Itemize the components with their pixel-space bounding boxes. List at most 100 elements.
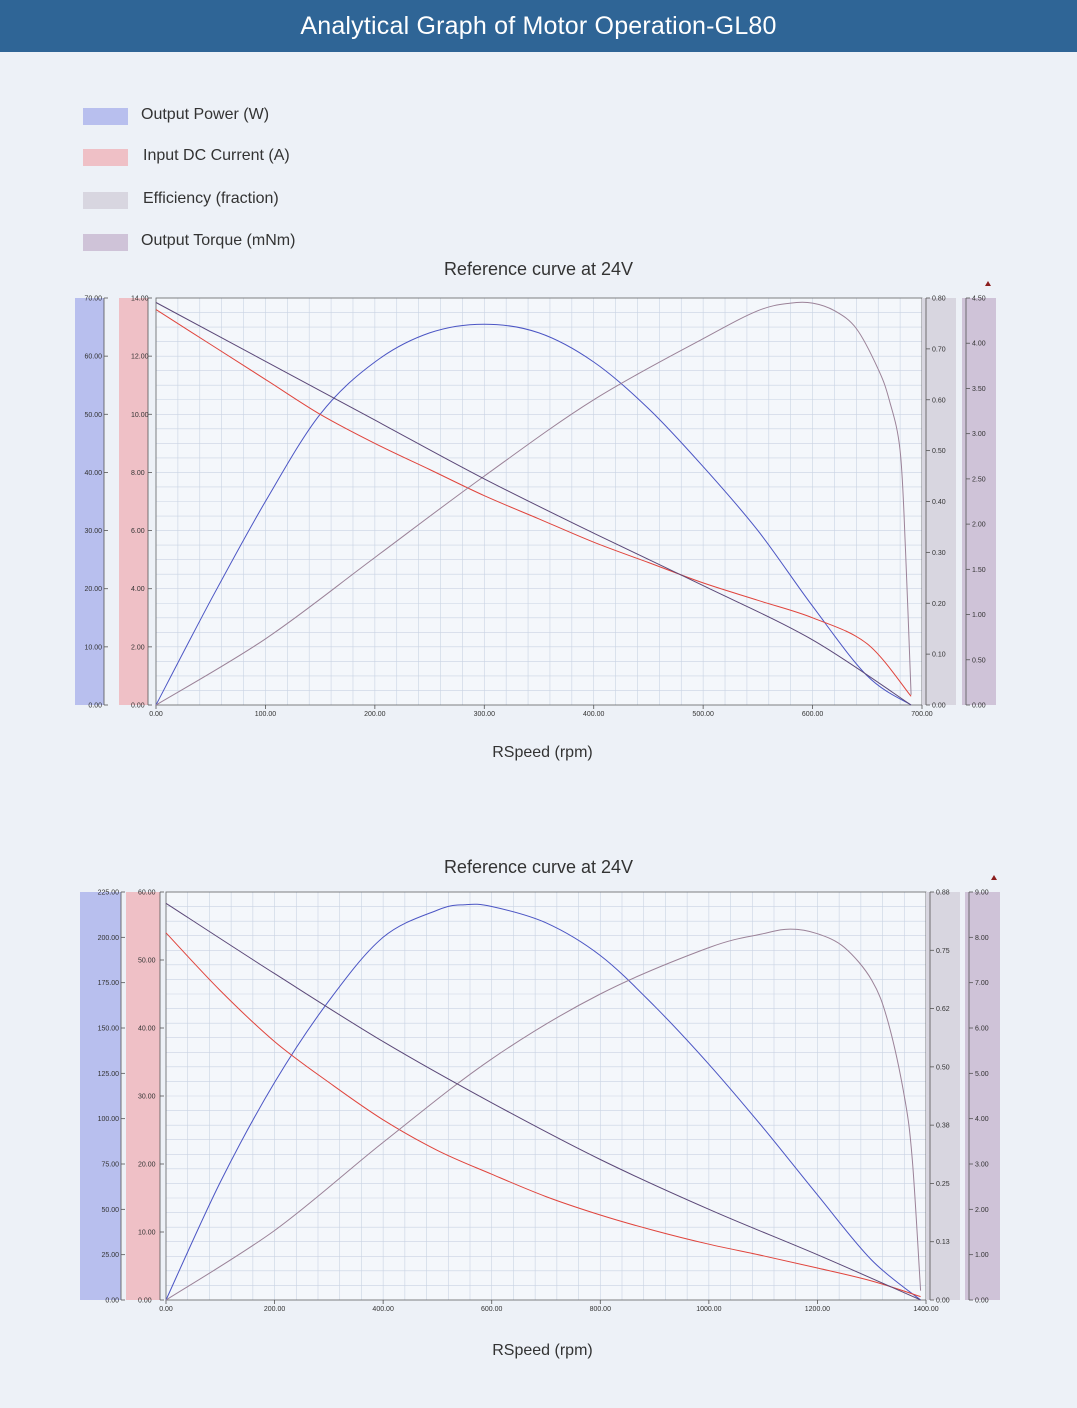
y-tick-label-torque: 2.00	[972, 522, 986, 529]
y-tick-label-power: 50.00	[101, 1207, 119, 1214]
y-tick-label-torque: 1.00	[975, 1252, 989, 1259]
y-tick-label-torque: 3.00	[972, 431, 986, 438]
y-axis-band-current	[119, 298, 148, 705]
y-tick-label-current: 8.00	[131, 470, 145, 477]
y-tick-label-torque: 0.00	[975, 1298, 989, 1305]
y-tick-label-torque: 3.50	[972, 386, 986, 393]
y-tick-label-current: 50.00	[138, 958, 156, 965]
legend-label-input-current: Input DC Current (A)	[143, 147, 290, 164]
y-tick-label-power: 60.00	[84, 354, 102, 361]
y-tick-label-current: 10.00	[138, 1230, 156, 1237]
y-tick-label-current: 20.00	[138, 1162, 156, 1169]
legend-label-efficiency: Efficiency (fraction)	[143, 190, 279, 207]
x-tick-label: 500.00	[692, 711, 714, 718]
series-line-output-power-w	[165, 903, 921, 1301]
chart-1: 0.00 10.00 20.00 30.00 40.00 50.00 60.00 70.00 0…	[75, 281, 996, 718]
x-tick-label: 200.00	[364, 711, 386, 718]
y-tick-label-torque: 4.50	[972, 296, 986, 303]
legend-swatch-efficiency	[83, 192, 128, 209]
y-tick-label-current: 0.00	[138, 1298, 152, 1305]
chart-1-title: Reference curve at 24V	[443, 259, 634, 279]
y-tick-label-efficiency: 0.50	[932, 448, 946, 455]
legend-item-input-current: Input DC Current (A)	[83, 147, 403, 167]
y-axis-band-current	[126, 892, 160, 1300]
legend-label-output-power: Output Power (W)	[141, 106, 270, 123]
legend-swatch-output-torque	[83, 234, 128, 251]
series-line-input-dc-current-a	[165, 932, 921, 1298]
y-tick-label-efficiency: 0.60	[932, 397, 946, 404]
y-axis-band-power	[75, 298, 104, 705]
y-tick-label-current: 10.00	[131, 412, 149, 419]
y-tick-label-power: 20.00	[84, 586, 102, 593]
y-tick-label-power: 25.00	[101, 1252, 119, 1259]
y-axis-band-power	[80, 892, 121, 1300]
series-line-efficiency-fraction	[165, 928, 922, 1301]
chart-2-x-axis-label: RSpeed (rpm)	[492, 1342, 593, 1359]
y-tick-label-power: 50.00	[84, 412, 102, 419]
y-tick-label-torque: 9.00	[975, 890, 989, 897]
series-line-input-dc-current-a	[155, 309, 912, 697]
y-tick-label-efficiency: 0.50	[936, 1064, 950, 1071]
y-tick-label-power: 0.00	[88, 703, 102, 710]
series-line-output-torque-mnm	[155, 302, 912, 706]
y-tick-label-efficiency: 0.40	[932, 499, 946, 506]
series-line-efficiency-fraction	[155, 301, 912, 706]
y-tick-label-efficiency: 0.20	[932, 601, 946, 608]
y-tick-label-efficiency: 0.30	[932, 550, 946, 557]
x-tick-label: 100.00	[255, 711, 277, 718]
legend-item-output-power: Output Power (W)	[83, 106, 403, 126]
y-tick-label-torque: 0.00	[972, 703, 986, 710]
y-axis-band-efficiency	[926, 892, 960, 1300]
y-tick-label-torque: 7.00	[975, 980, 989, 987]
y-tick-label-torque: 1.00	[972, 612, 986, 619]
series-line-output-torque-mnm	[165, 902, 921, 1301]
y-tick-label-current: 4.00	[131, 586, 145, 593]
y-axis-band-torque	[965, 892, 1000, 1300]
chart-2-title: Reference curve at 24V	[443, 857, 634, 877]
y-tick-label-efficiency: 0.80	[932, 296, 946, 303]
page-title: Analytical Graph of Motor Operation-GL80	[300, 11, 777, 40]
x-tick-label: 0.00	[149, 711, 163, 718]
x-tick-label: 300.00	[474, 711, 496, 718]
y-tick-label-power: 70.00	[84, 296, 102, 303]
y-tick-label-power: 40.00	[84, 470, 102, 477]
y-tick-label-current: 60.00	[138, 890, 156, 897]
chart-2: 0.00 25.00 50.00 75.00 100.00 125.00 150.00 175…	[80, 875, 1000, 1313]
y-tick-label-efficiency: 0.88	[936, 890, 950, 897]
legend-swatch-input-current	[83, 149, 128, 166]
y-tick-label-power: 75.00	[101, 1162, 119, 1169]
legend-item-output-torque: Output Torque (mNm)	[83, 232, 403, 252]
y-tick-label-current: 0.00	[131, 703, 145, 710]
y-tick-label-torque: 6.00	[975, 1026, 989, 1033]
y-tick-label-current: 2.00	[131, 644, 145, 651]
y-tick-label-torque: 8.00	[975, 935, 989, 942]
y-tick-label-power: 100.00	[98, 1116, 120, 1123]
x-tick-label: 1400.00	[913, 1306, 938, 1313]
x-tick-label: 700.00	[911, 711, 933, 718]
y-tick-label-torque: 1.50	[972, 567, 986, 574]
series-line-output-power-w	[155, 323, 912, 706]
y-tick-label-efficiency: 0.70	[932, 346, 946, 353]
y-tick-label-power: 200.00	[98, 935, 120, 942]
x-tick-label: 1000.00	[696, 1306, 721, 1313]
y-tick-label-efficiency: 0.38	[936, 1123, 950, 1130]
y-tick-label-efficiency: 0.00	[936, 1298, 950, 1305]
y-tick-label-torque: 0.50	[972, 657, 986, 664]
axis-arrow-icon	[991, 875, 997, 880]
x-tick-label: 600.00	[481, 1306, 503, 1313]
y-tick-label-power: 30.00	[84, 528, 102, 535]
y-tick-label-power: 225.00	[98, 890, 120, 897]
y-tick-label-power: 125.00	[98, 1071, 120, 1078]
y-axis-band-torque	[962, 298, 996, 705]
y-tick-label-efficiency: 0.13	[936, 1239, 950, 1246]
x-tick-label: 600.00	[802, 711, 824, 718]
y-tick-label-current: 30.00	[138, 1094, 156, 1101]
y-tick-label-power: 10.00	[84, 644, 102, 651]
x-tick-label: 800.00	[590, 1306, 612, 1313]
y-tick-label-efficiency: 0.00	[932, 703, 946, 710]
y-tick-label-torque: 4.00	[975, 1116, 989, 1123]
x-tick-label: 0.00	[159, 1306, 173, 1313]
y-tick-label-efficiency: 0.10	[932, 652, 946, 659]
y-tick-label-current: 40.00	[138, 1026, 156, 1033]
y-tick-label-torque: 3.00	[975, 1162, 989, 1169]
